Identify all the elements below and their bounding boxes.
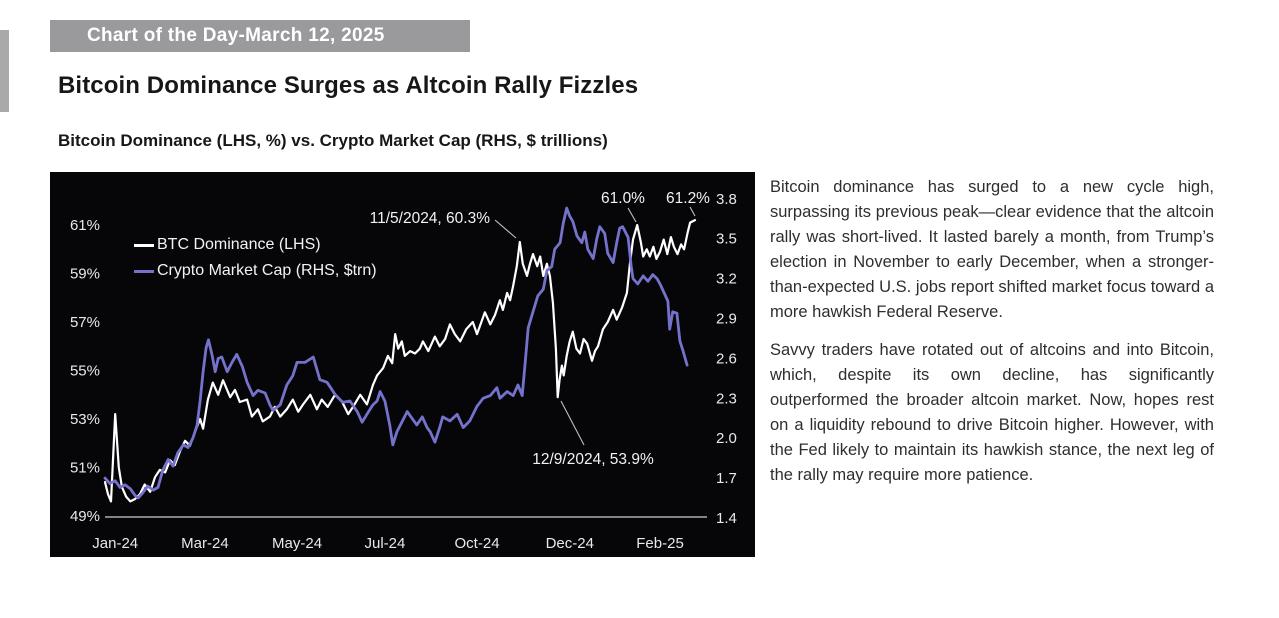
right-axis-tick-label: 2.0 <box>716 430 737 447</box>
commentary-paragraph-1: Bitcoin dominance has surged to a new cy… <box>770 178 1214 321</box>
commentary-panel: Bitcoin dominance has surged to a new cy… <box>770 175 1214 501</box>
left-axis-tick-label: 55% <box>70 363 100 380</box>
left-axis-tick-label: 59% <box>70 266 100 283</box>
x-axis-tick-label: Jul-24 <box>365 535 406 552</box>
annotation-label-2: 61.0% <box>601 190 645 207</box>
left-axis-tick-label: 49% <box>70 508 100 525</box>
right-axis-tick-label: 1.4 <box>716 510 737 527</box>
annotation-label-1: 11/5/2024, 60.3% <box>370 210 491 227</box>
annotation-leader-line <box>560 400 585 446</box>
right-axis-tick-label: 2.3 <box>716 390 737 407</box>
x-axis-tick-label: Oct-24 <box>455 535 500 552</box>
right-axis-tick-label: 1.7 <box>716 470 737 487</box>
x-axis-tick-label: Feb-25 <box>636 535 684 552</box>
btc-dominance-line <box>103 218 697 503</box>
badge-label: Chart of the Day-March 12, 2025 <box>87 25 385 46</box>
x-axis-tick-label: Jan-24 <box>92 535 138 552</box>
right-axis-tick-label: 3.8 <box>716 191 737 208</box>
annotation-leader-line <box>494 219 517 239</box>
btc-dominance-vs-market-cap-chart: 61% 59% 57% 55% 53% 51% 49% 3.8 3.5 3.2 2.9 2.6 2.3 2… <box>70 190 737 552</box>
x-axis-tick-label: Dec-24 <box>546 535 594 552</box>
crypto-market-cap-line <box>103 206 689 500</box>
left-axis-tick-label: 51% <box>70 460 100 477</box>
legend-dash-icon <box>134 243 154 247</box>
legend-item-crypto-market-cap: Crypto Market Cap (RHS, $trn) <box>134 258 377 284</box>
left-axis-tick-label: 53% <box>70 411 100 428</box>
left-axis-tick-label: 61% <box>70 217 100 234</box>
legend-dash-icon <box>134 269 154 273</box>
chart-of-the-day-badge: Chart of the Day-March 12, 2025 <box>50 20 470 52</box>
annotation-leader-line <box>627 207 637 223</box>
legend-item-btc-dominance: BTC Dominance (LHS) <box>134 232 377 258</box>
annotation-leader-line <box>689 206 696 217</box>
annotation-label-4: 12/9/2024, 53.9% <box>532 451 654 468</box>
legend-label: Crypto Market Cap (RHS, $trn) <box>157 262 377 279</box>
page-title: Bitcoin Dominance Surges as Altcoin Rall… <box>58 72 639 99</box>
x-axis-tick-label: Mar-24 <box>181 535 229 552</box>
left-accent-bar <box>0 30 9 112</box>
x-axis-tick-label: May-24 <box>272 535 322 552</box>
right-axis-tick-label: 2.6 <box>716 350 737 367</box>
right-axis-tick-label: 3.5 <box>716 231 737 248</box>
annotation-label-3: 61.2% <box>666 190 710 207</box>
left-axis-tick-label: 57% <box>70 314 100 331</box>
legend-label: BTC Dominance (LHS) <box>157 236 321 253</box>
right-axis-tick-label: 2.9 <box>716 311 737 328</box>
chart-container: 61% 59% 57% 55% 53% 51% 49% 3.8 3.5 3.2 2.9 2.6 2.3 2… <box>50 172 755 557</box>
chart-subtitle: Bitcoin Dominance (LHS, %) vs. Crypto Ma… <box>58 131 608 150</box>
commentary-paragraph-2: Savvy traders have rotated out of altcoi… <box>770 341 1214 484</box>
right-axis-tick-label: 3.2 <box>716 271 737 288</box>
chart-legend: BTC Dominance (LHS) Crypto Market Cap (RH… <box>134 232 377 284</box>
